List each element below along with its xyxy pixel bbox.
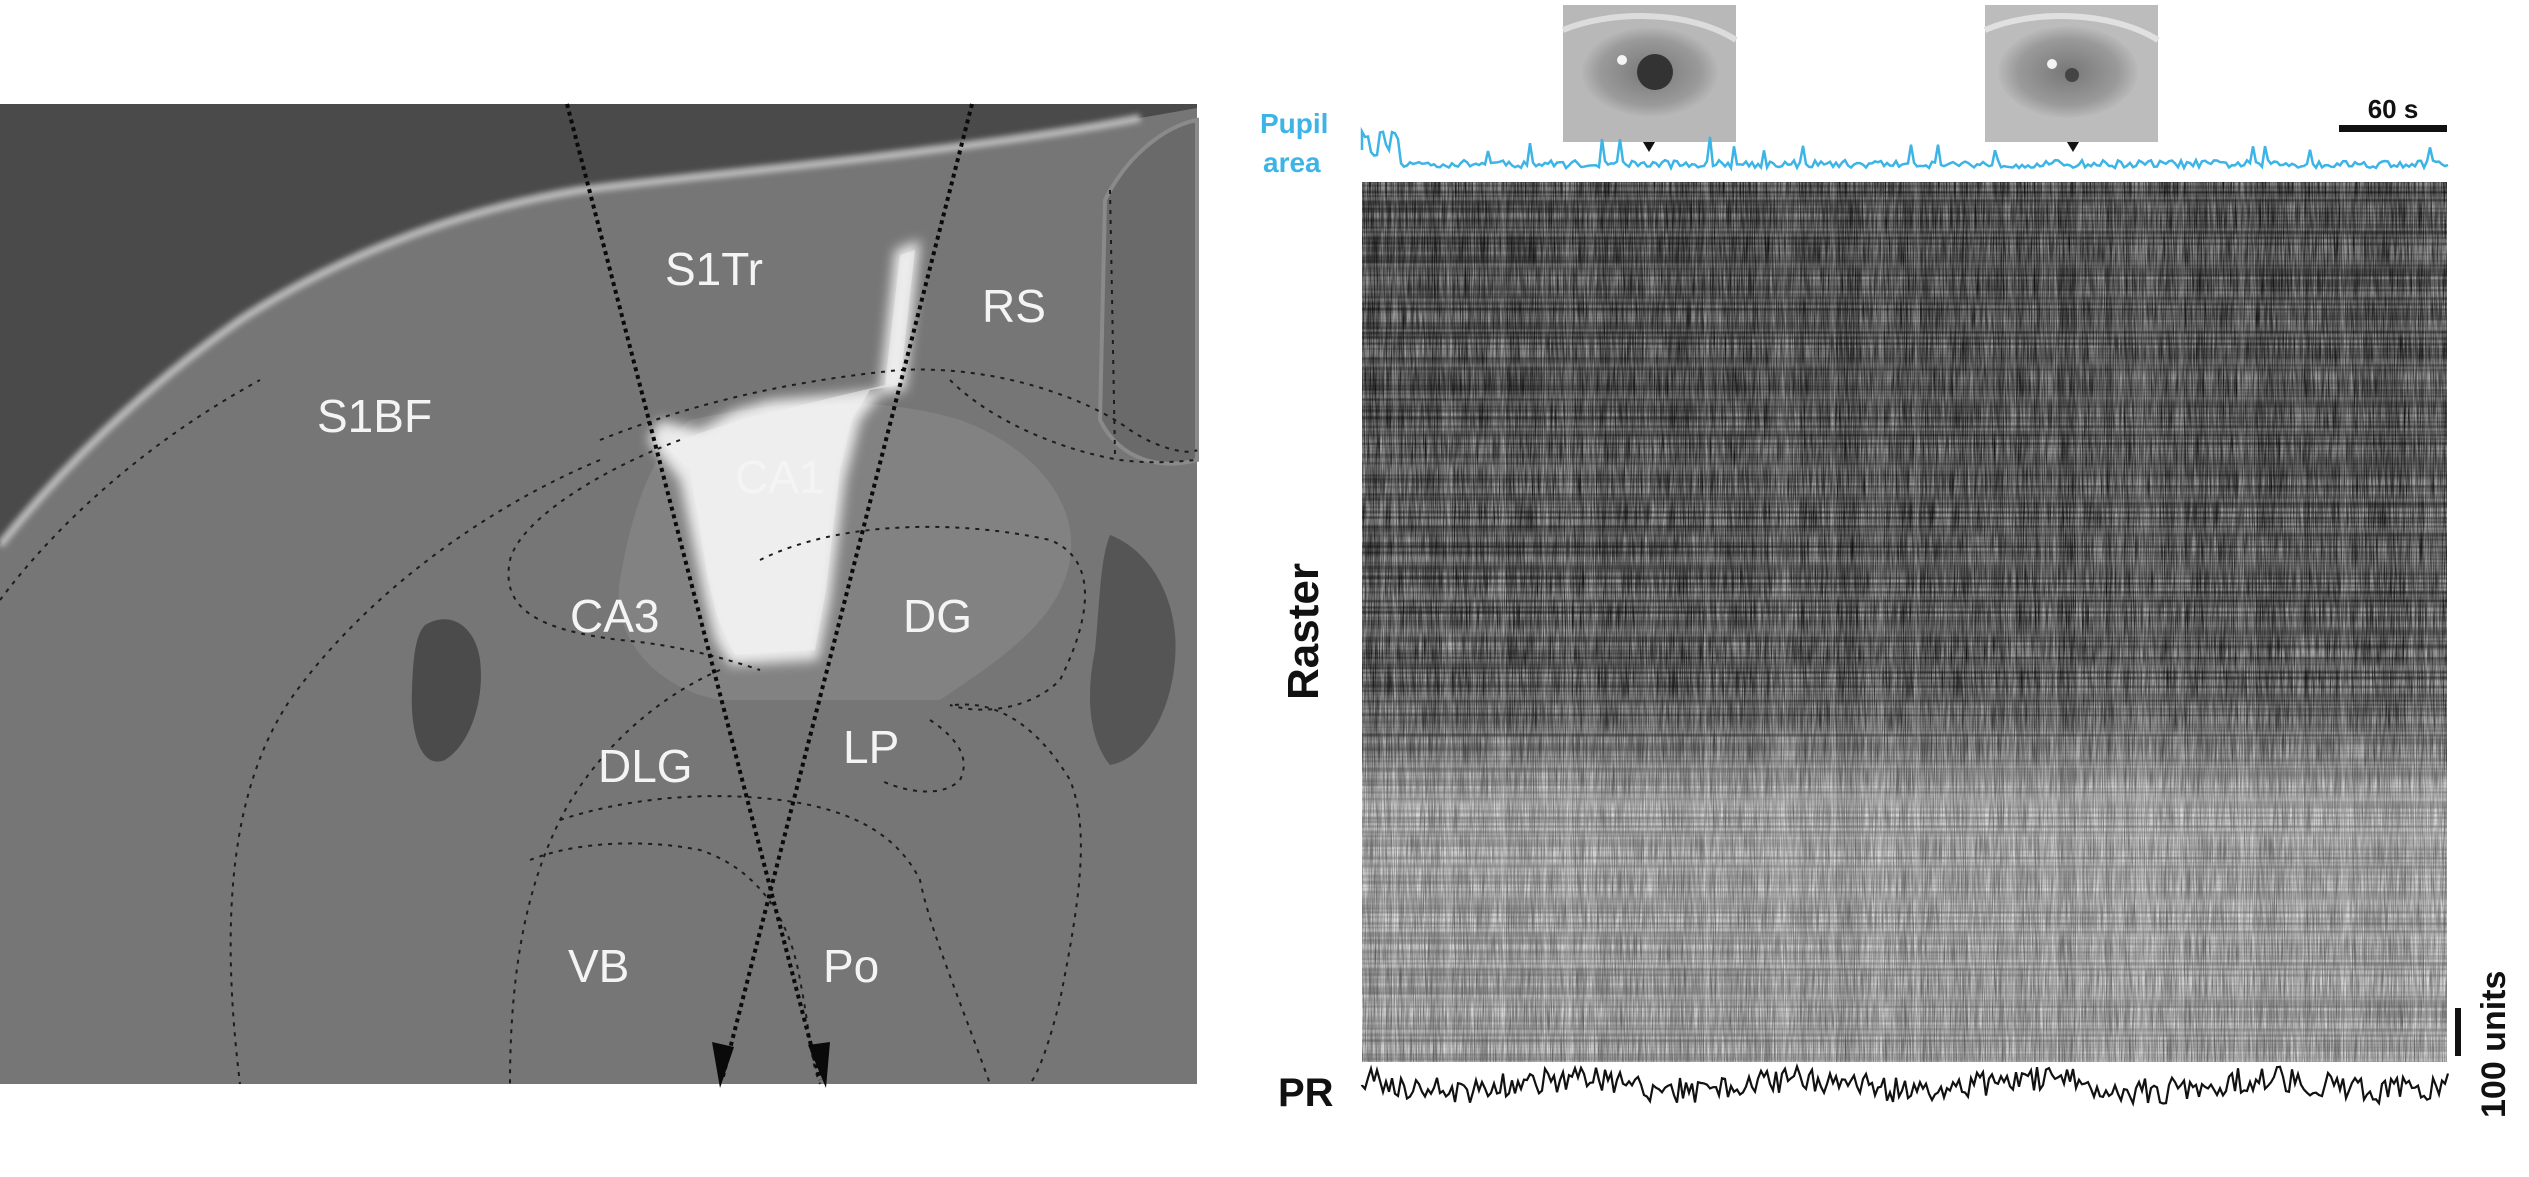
- cortex-edge-glow: [0, 114, 1141, 548]
- pupil-label-line2: area: [1263, 147, 1321, 178]
- eye-photo-1: [1561, 5, 1738, 142]
- probe-arrowhead-1: [808, 1042, 830, 1088]
- eye-photo-1-marker: [1643, 142, 1655, 152]
- unit-scale-label: 100 units: [2475, 971, 2513, 1118]
- region-label-ca3: CA3: [570, 590, 659, 642]
- probe-track-core: [664, 250, 915, 655]
- region-label-ca1: CA1: [735, 451, 824, 503]
- ventricle-right: [1090, 535, 1176, 765]
- probe-path-1: [565, 103, 822, 1081]
- time-scale-bar: [2339, 125, 2447, 132]
- recording-panel: Pupil area Raster PR 60 s 100 units: [1260, 5, 2513, 1118]
- region-label-lp: LP: [843, 721, 899, 773]
- region-label-rs: RS: [982, 280, 1046, 332]
- pupil-label-line1: Pupil: [1260, 108, 1328, 139]
- region-label-s1bf: S1BF: [317, 390, 432, 442]
- region-label-dlg: DLG: [598, 740, 693, 792]
- pr-trace: [1360, 1062, 2450, 1107]
- region-label-vb: VB: [568, 940, 629, 992]
- time-scale-label: 60 s: [2368, 94, 2419, 124]
- probe-paths: [565, 103, 974, 1081]
- raster: [1362, 182, 2447, 1062]
- region-label-dg: DG: [903, 590, 972, 642]
- pupil-trace: [1360, 126, 2449, 172]
- eye-photo-2: [1983, 5, 2160, 142]
- histology-panel: S1Tr RS S1BF CA1 CA3 DG DLG LP VB Po: [0, 103, 1199, 1088]
- right-hemisphere-lobe: [1097, 117, 1199, 466]
- region-label-po: Po: [823, 940, 879, 992]
- raster-label: Raster: [1279, 563, 1328, 700]
- region-boundaries: [0, 189, 1198, 1085]
- region-label-s1tr: S1Tr: [665, 243, 763, 295]
- eye-photo-2-marker: [2067, 142, 2079, 152]
- probe-arrowhead-2: [712, 1042, 734, 1088]
- unit-scale-bar: [2455, 1008, 2461, 1056]
- raster-fade: [1362, 182, 2447, 1062]
- pr-label: PR: [1278, 1071, 1334, 1115]
- ventricle: [411, 619, 481, 762]
- probe-arrowheads: [712, 1042, 830, 1088]
